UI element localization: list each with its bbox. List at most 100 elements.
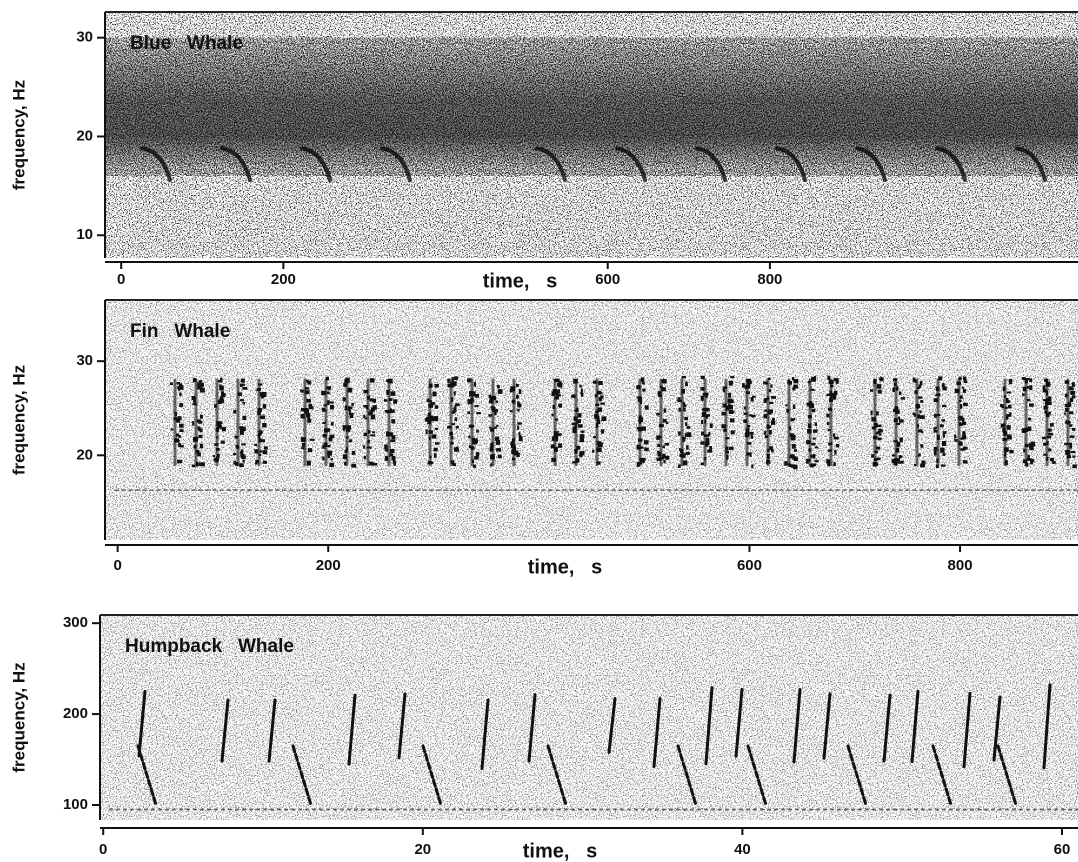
y-axis-label: frequency, Hz xyxy=(9,365,28,475)
call-speck xyxy=(920,463,925,468)
call-speck xyxy=(942,452,946,456)
call-speck xyxy=(792,387,796,391)
call xyxy=(734,687,744,758)
call-speck xyxy=(433,453,437,458)
call-speck xyxy=(494,436,500,441)
y-axis-label: frequency, Hz xyxy=(9,80,28,190)
call-speck xyxy=(642,388,646,392)
call-speck xyxy=(601,416,607,422)
call-speck xyxy=(1000,423,1006,428)
call-speck xyxy=(217,425,222,429)
call-speck xyxy=(706,414,711,417)
y-tick-label: 10 xyxy=(76,226,93,243)
call-speck xyxy=(363,432,368,437)
call-speck xyxy=(678,431,681,436)
call-speck xyxy=(468,445,472,449)
call-speck xyxy=(940,464,946,467)
call-speck xyxy=(363,389,368,394)
call-speck xyxy=(660,457,665,460)
call-speck xyxy=(763,398,768,401)
call-speck xyxy=(751,464,754,469)
call-speck xyxy=(329,401,334,404)
call-speck xyxy=(961,418,965,423)
call-speck xyxy=(1047,428,1052,432)
call-speck xyxy=(954,388,960,394)
call-speck xyxy=(391,455,396,461)
call-speck xyxy=(684,433,689,437)
call-speck xyxy=(959,416,964,420)
call-speck xyxy=(364,417,368,420)
call xyxy=(607,697,617,754)
call-speck xyxy=(474,405,479,408)
call-speck xyxy=(576,420,579,424)
call xyxy=(397,692,407,760)
call-speck xyxy=(193,400,196,403)
call-speck xyxy=(474,456,479,460)
call-speck xyxy=(1028,417,1032,421)
call-speck xyxy=(743,406,746,410)
call xyxy=(931,744,953,807)
call-speck xyxy=(240,378,245,383)
call-speck xyxy=(811,376,816,382)
call-speck xyxy=(1022,393,1025,396)
call-speck xyxy=(233,452,237,455)
call-speck xyxy=(239,463,244,468)
call-speck xyxy=(1048,396,1052,402)
call-speck xyxy=(300,407,305,412)
call-speck xyxy=(1068,424,1073,427)
x-tick-label: 20 xyxy=(414,841,431,858)
call-speck xyxy=(597,442,603,448)
call-speck xyxy=(763,431,767,435)
call-speck xyxy=(912,377,916,383)
call-speck xyxy=(175,433,179,437)
call-speck xyxy=(898,419,904,423)
call-speck xyxy=(1005,415,1009,420)
call-speck xyxy=(877,389,882,394)
call-speck xyxy=(707,449,713,453)
call-speck xyxy=(681,375,686,379)
call-speck xyxy=(179,429,184,432)
call-speck xyxy=(664,443,670,446)
call-speck xyxy=(304,409,310,414)
call-traces xyxy=(109,683,1078,811)
call xyxy=(910,689,920,764)
call-speck xyxy=(728,404,733,410)
call-speck xyxy=(467,399,473,405)
y-tick-label: 20 xyxy=(76,127,93,144)
call-speck xyxy=(954,434,957,439)
call-speck xyxy=(329,462,335,468)
noise-band-grain xyxy=(105,37,1078,176)
call-speck xyxy=(959,404,963,409)
call-speck xyxy=(176,418,180,423)
call-speck xyxy=(596,419,601,425)
call-speck xyxy=(307,380,312,385)
call-speck xyxy=(430,416,435,422)
call-speck xyxy=(1021,428,1026,434)
call-speck xyxy=(558,383,563,388)
call-speck xyxy=(306,460,311,466)
call-speck xyxy=(429,461,434,464)
call-speck xyxy=(1065,393,1068,398)
call-speck xyxy=(551,391,555,397)
call-speck xyxy=(961,386,964,389)
call-speck xyxy=(941,383,945,388)
call-speck xyxy=(369,409,373,415)
call-speck xyxy=(1009,380,1013,385)
call-speck xyxy=(896,441,901,447)
call-speck xyxy=(494,426,497,429)
call-speck xyxy=(191,464,196,468)
call-speck xyxy=(832,394,837,400)
call-speck xyxy=(811,442,816,446)
call-speck xyxy=(770,384,773,388)
call-speck xyxy=(342,427,346,431)
call-speck xyxy=(763,381,769,385)
call-speck xyxy=(792,406,796,410)
call-speck xyxy=(1029,378,1033,383)
call-speck xyxy=(454,417,458,422)
call-speck xyxy=(962,402,968,407)
call-speck xyxy=(665,456,668,460)
call-speck xyxy=(686,432,692,438)
call-speck xyxy=(705,441,709,447)
call-speck xyxy=(551,436,556,441)
call-speck xyxy=(642,382,645,385)
